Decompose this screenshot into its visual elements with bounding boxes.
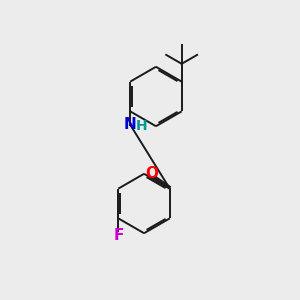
Text: O: O [146, 166, 158, 181]
Text: F: F [113, 228, 124, 243]
Text: H: H [136, 119, 147, 133]
Text: N: N [124, 117, 136, 132]
